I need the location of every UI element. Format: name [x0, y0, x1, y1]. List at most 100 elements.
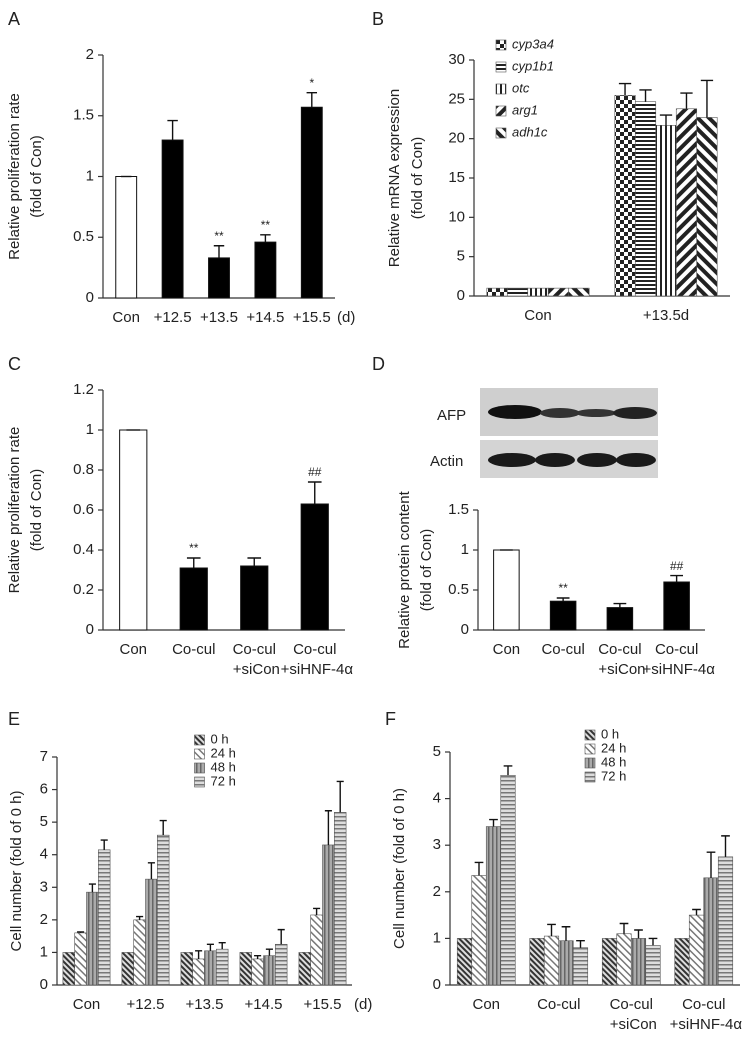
y-tick-label: 0.4 — [73, 541, 94, 558]
blot-band — [540, 408, 580, 418]
legend-label: adh1c — [512, 124, 548, 139]
error-bar — [489, 818, 498, 827]
error-bar — [77, 931, 85, 933]
significance-label: * — [309, 76, 314, 90]
error-bar — [700, 79, 714, 118]
legend-label: cyp3a4 — [512, 36, 554, 51]
y-tick-label: 4 — [433, 790, 441, 807]
bar — [322, 844, 335, 986]
bar — [601, 938, 618, 986]
legend-swatch — [194, 762, 205, 774]
bar — [614, 95, 636, 297]
error-bar — [136, 915, 144, 920]
error-bar — [721, 835, 730, 857]
y-tick-label: 0 — [40, 976, 48, 993]
error-bar — [556, 597, 570, 602]
error-bar — [336, 780, 344, 813]
panel-letter: C — [8, 354, 21, 374]
x-unit: (d) — [337, 309, 355, 326]
bar — [529, 938, 545, 986]
x-tick-label: Co-cul — [537, 996, 580, 1013]
bar — [161, 139, 184, 299]
bar — [630, 938, 647, 986]
blot-band — [576, 409, 616, 417]
error-bar — [195, 950, 203, 959]
legend-label: 72 h — [601, 768, 626, 783]
bar — [240, 565, 269, 631]
blot-label: Actin — [430, 453, 463, 470]
blot-band — [613, 407, 657, 419]
bar — [703, 877, 719, 986]
bar — [274, 943, 288, 986]
bar — [216, 948, 229, 986]
bar — [675, 108, 698, 297]
bar — [119, 429, 148, 631]
bar — [634, 101, 657, 297]
y-axis-label: (fold of Con) — [28, 469, 45, 552]
panel-letter: B — [372, 9, 384, 29]
legend-label: cyp1b1 — [512, 58, 554, 73]
x-tick-label: Co-cul +siHNF-4α — [276, 641, 353, 678]
error-bar — [613, 602, 627, 608]
legend-swatch — [584, 771, 596, 783]
legend-label: 0 h — [211, 731, 229, 746]
error-bar — [503, 765, 513, 776]
y-tick-label: 0.5 — [448, 581, 469, 598]
y-tick-label: 0 — [457, 287, 465, 304]
bar — [333, 812, 347, 986]
blot-label: AFP — [437, 407, 466, 424]
y-axis-label: (fold of Con) — [409, 137, 426, 220]
y-axis-label: (fold of Con) — [28, 135, 45, 218]
blot-band — [577, 453, 617, 467]
y-tick-label: 0 — [461, 621, 469, 638]
bar — [74, 932, 87, 986]
x-tick-label: Co-cul — [541, 641, 584, 658]
x-tick-label: +15.5 — [304, 996, 342, 1013]
x-tick-label: +14.5 — [246, 309, 284, 326]
y-tick-label: 5 — [433, 743, 441, 760]
bar — [145, 878, 158, 986]
bar — [485, 826, 502, 986]
bar — [506, 287, 529, 297]
legend-label: arg1 — [512, 102, 538, 117]
y-tick-label: 1.5 — [73, 107, 94, 124]
bar — [62, 952, 76, 986]
bar — [208, 257, 230, 299]
x-tick-label: Co-cul — [172, 641, 215, 658]
bar — [558, 940, 574, 986]
significance-label: ** — [558, 581, 568, 595]
bar — [549, 600, 577, 631]
bar — [606, 607, 634, 631]
error-bar — [159, 819, 167, 836]
x-tick-label: Con — [73, 996, 101, 1013]
bar — [645, 945, 661, 986]
y-tick-label: 0 — [86, 621, 94, 638]
blot-band — [535, 453, 575, 467]
legend-swatch — [194, 748, 205, 760]
bar — [471, 875, 487, 986]
legend-label: 48 h — [601, 754, 626, 769]
error-bar — [213, 245, 225, 258]
y-tick-label: 2 — [86, 46, 94, 63]
legend-label: otc — [512, 80, 530, 95]
y-axis-label: Relative protein content — [396, 490, 413, 648]
y-tick-label: 1 — [433, 929, 441, 946]
legend-label: 24 h — [211, 745, 236, 760]
bar — [121, 952, 135, 986]
panel-letter: A — [8, 9, 20, 29]
y-tick-label: 2 — [433, 883, 441, 900]
y-tick-label: 10 — [448, 208, 465, 225]
x-tick-label: Con — [472, 996, 500, 1013]
bar — [115, 176, 138, 299]
error-bar — [88, 883, 96, 893]
y-axis-label: Cell number (fold of 0 h) — [391, 788, 408, 949]
y-tick-label: 3 — [40, 878, 48, 895]
y-tick-label: 25 — [448, 90, 465, 107]
significance-label: ** — [189, 541, 199, 555]
y-tick-label: 0.6 — [73, 501, 94, 518]
bar — [568, 287, 590, 297]
x-tick-label: Co-cul +siCon — [606, 996, 657, 1033]
y-tick-label: 0 — [433, 976, 441, 993]
